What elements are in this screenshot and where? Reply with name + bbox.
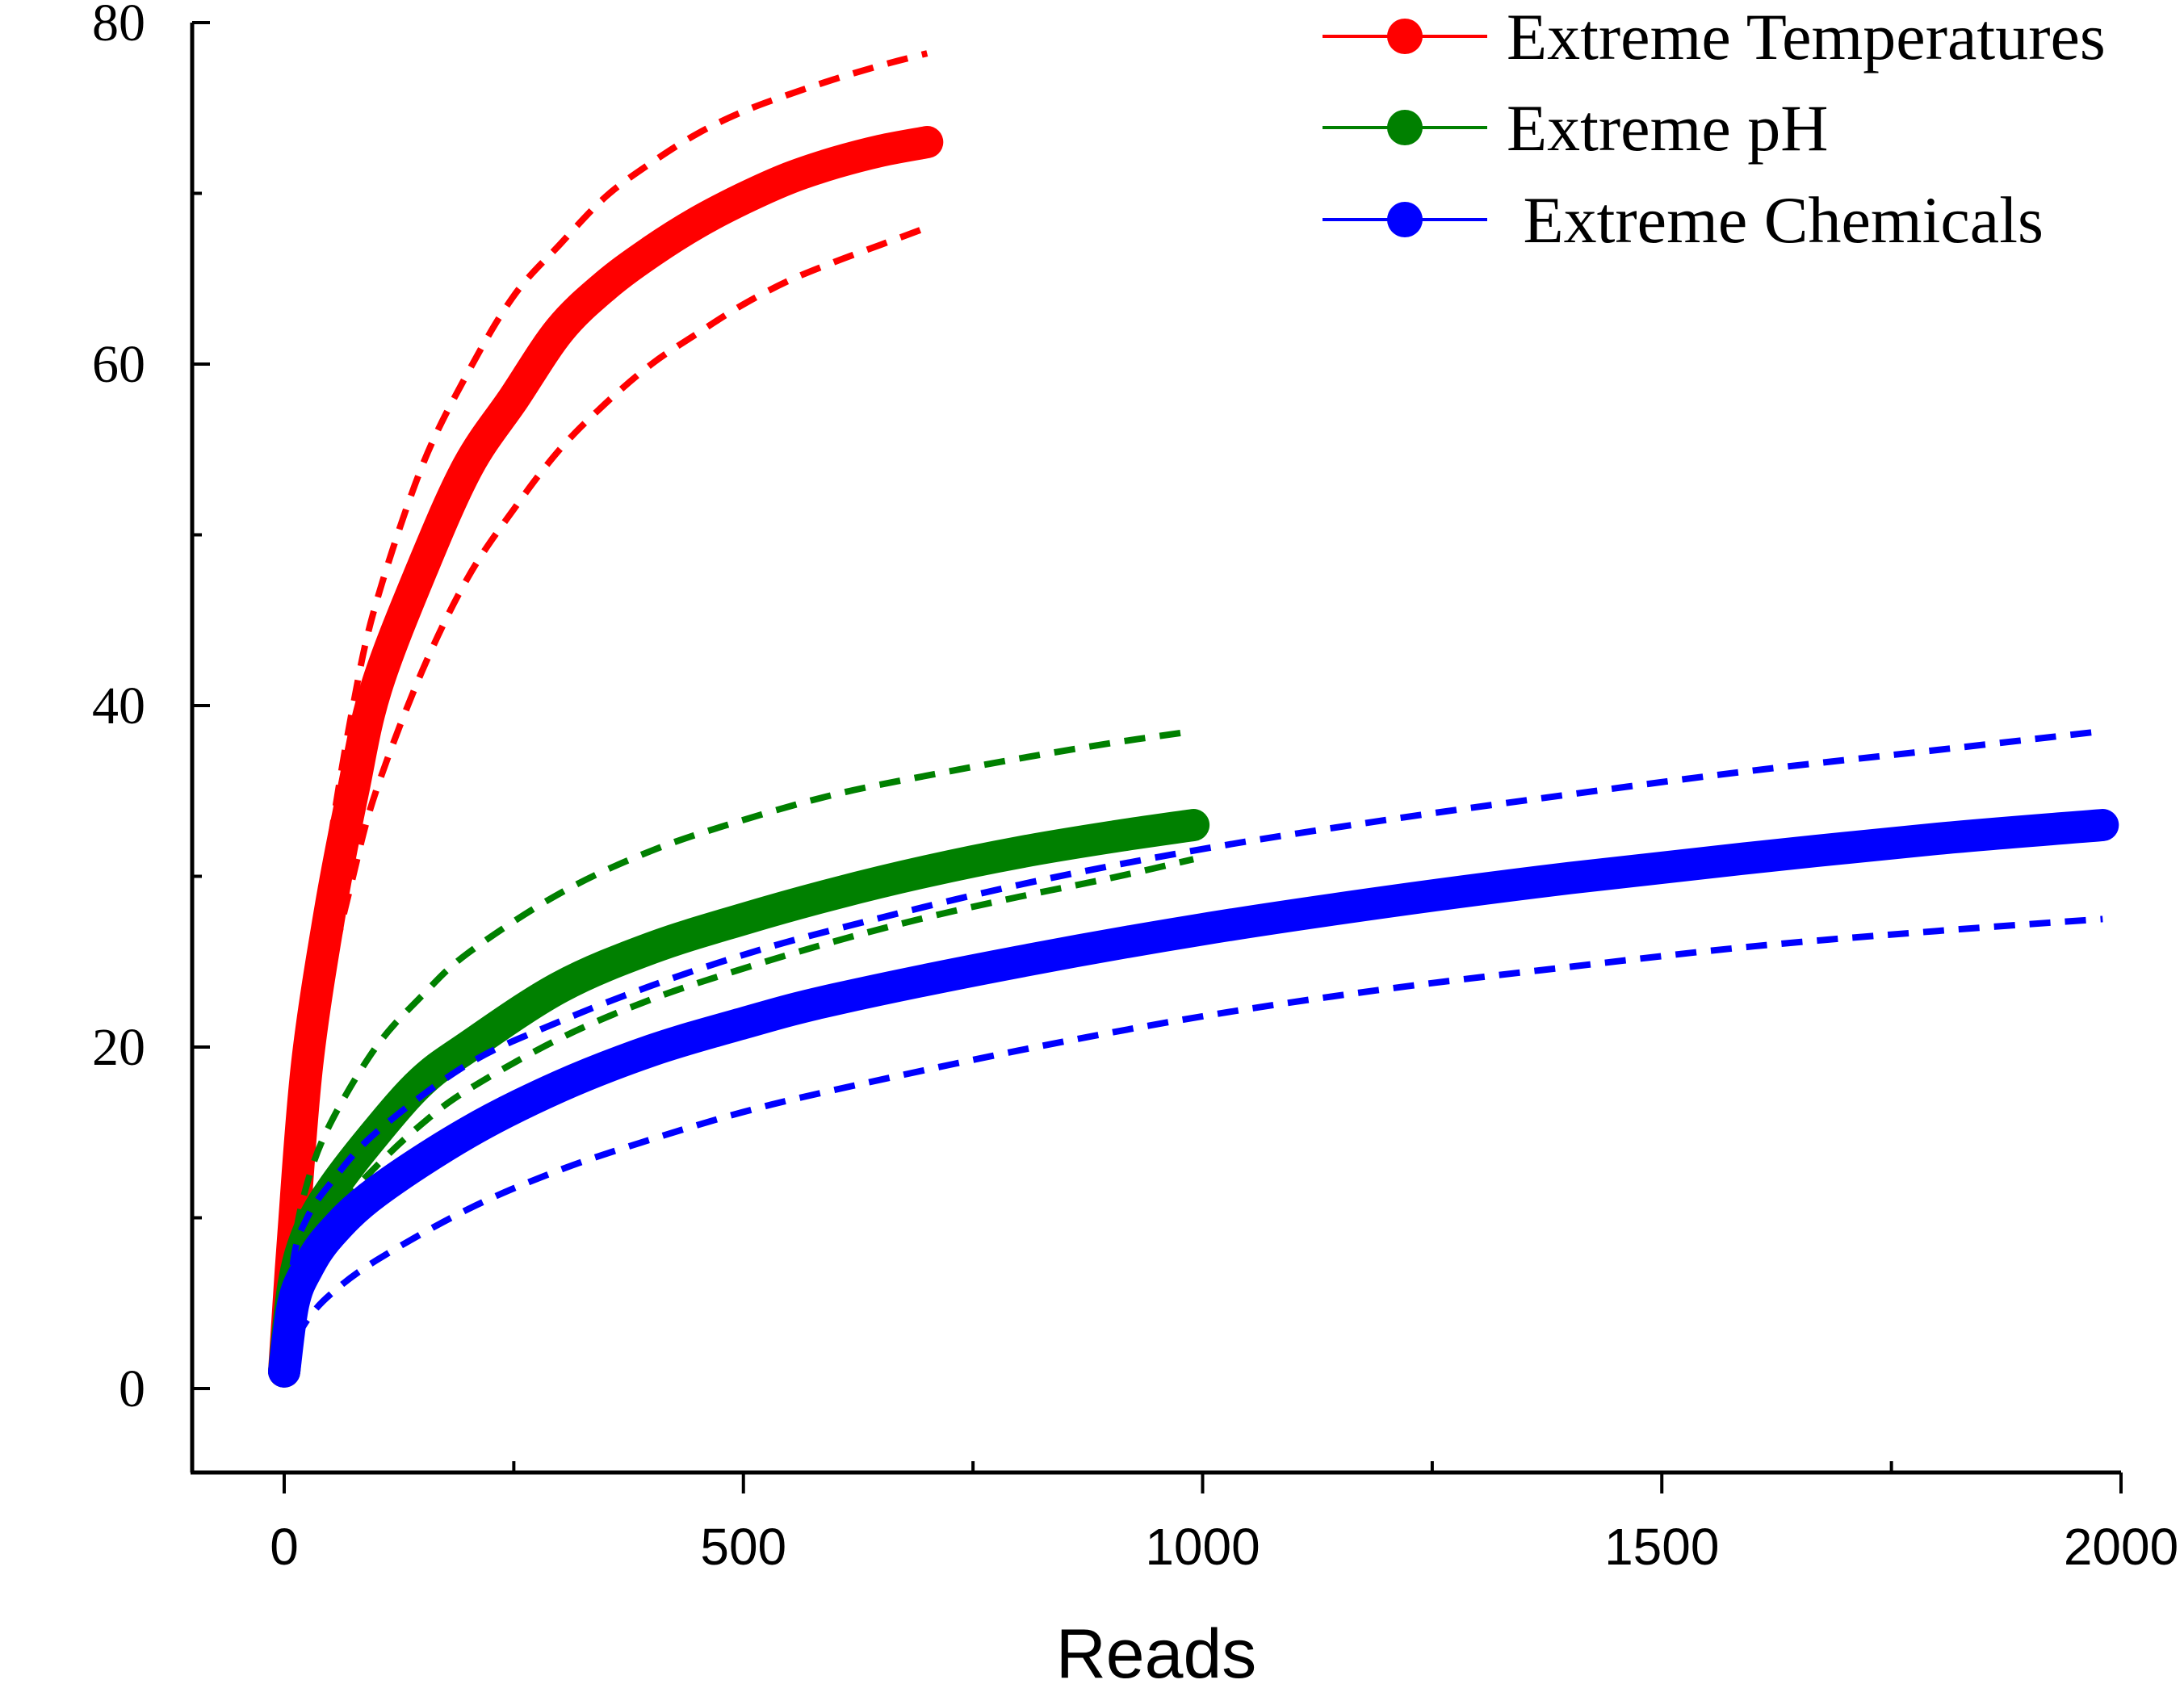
extreme-ph-legend-label: Extreme pH xyxy=(1507,91,1828,165)
extreme-chemicals-upper-confidence-line xyxy=(281,727,2103,1372)
x-tick-label: 2000 xyxy=(2064,1518,2178,1576)
extreme-ph-legend-marker xyxy=(1387,110,1423,145)
extreme-chemicals-legend-marker xyxy=(1387,202,1423,237)
x-tick-label: 1500 xyxy=(1604,1518,1719,1576)
x-tick-label: 0 xyxy=(270,1518,299,1576)
extreme-chemicals-lower-confidence-line xyxy=(281,915,2103,1373)
x-tick-label: 500 xyxy=(700,1518,786,1576)
y-tick-label: 60 xyxy=(92,335,145,394)
x-axis-label: Reads xyxy=(1056,1615,1257,1684)
extreme-ph-series-line xyxy=(268,809,1210,1388)
ticks-layer: 0 20 40 60 80 0 500 1000 1500 2000 xyxy=(92,0,2178,1576)
y-tick-label: 20 xyxy=(92,1018,145,1077)
extreme-temperatures-legend-label: Extreme Temperatures xyxy=(1507,0,2106,73)
curves-layer xyxy=(268,50,2119,1388)
y-tick-label: 80 xyxy=(92,0,145,52)
extreme-chemicals-series-line xyxy=(268,809,2119,1388)
legend: Extreme Temperatures Extreme pH Extreme C… xyxy=(1323,0,2106,257)
x-tick-label: 1000 xyxy=(1145,1518,1260,1576)
y-tick-label: 40 xyxy=(92,677,145,735)
y-tick-label: 0 xyxy=(119,1359,145,1418)
extreme-temperatures-series-line xyxy=(268,126,944,1388)
extreme-temperatures-legend-marker xyxy=(1387,19,1423,54)
extreme-ph-upper-confidence-line xyxy=(281,727,1194,1372)
extreme-chemicals-legend-label: Extreme Chemicals xyxy=(1507,183,2044,257)
